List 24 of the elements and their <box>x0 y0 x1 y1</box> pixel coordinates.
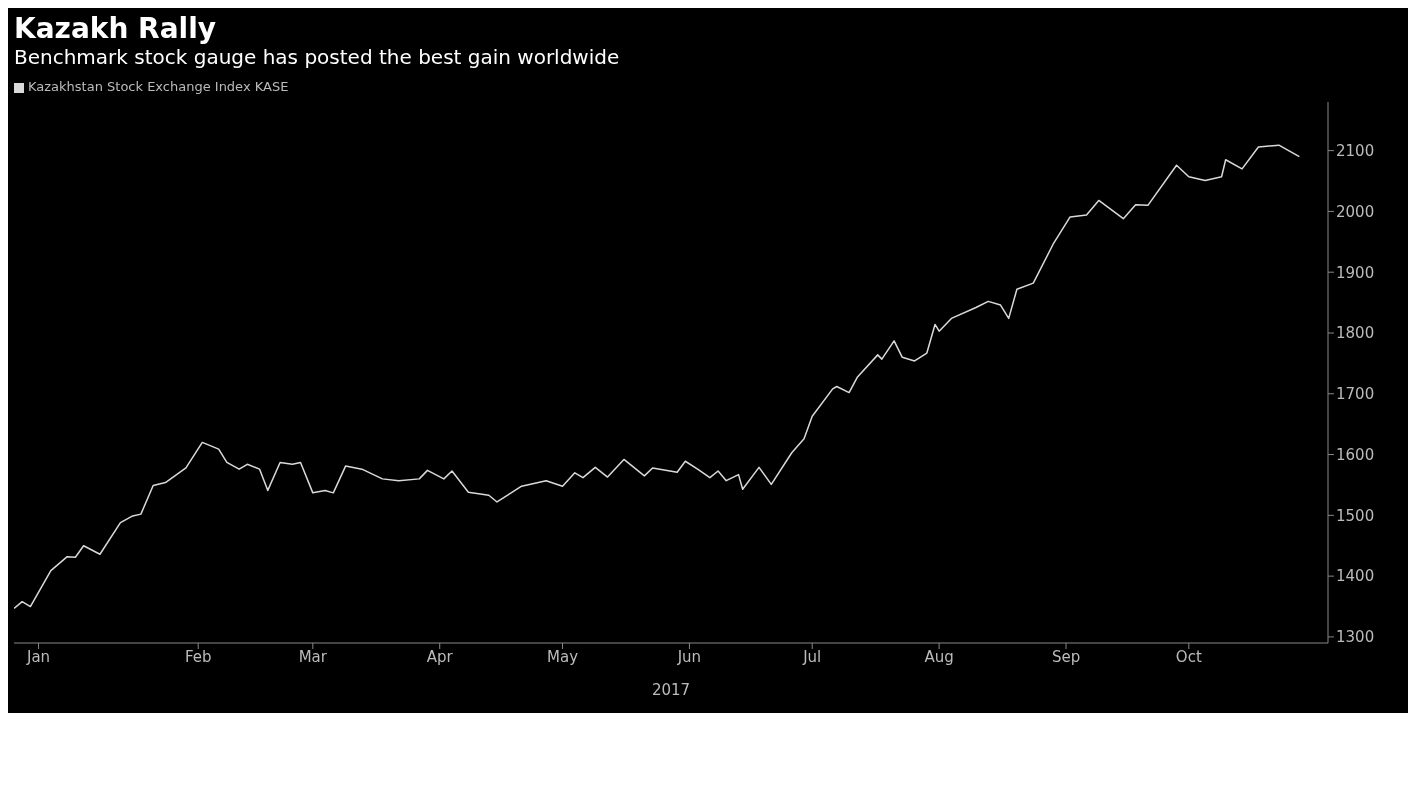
y-tick-label: 2100 <box>1336 141 1375 160</box>
y-tick-label: 1800 <box>1336 324 1375 343</box>
chart-title: Kazakh Rally <box>13 12 217 45</box>
x-axis-title: 2017 <box>651 681 691 699</box>
y-tick-label: 1600 <box>1336 445 1375 464</box>
y-tick-label: 1300 <box>1336 628 1375 647</box>
y-tick-label: 1400 <box>1336 567 1375 586</box>
chart-subtitle: Benchmark stock gauge has posted the best gain worldwide <box>13 45 621 69</box>
x-tick-label: Oct <box>1175 647 1202 666</box>
y-tick-label: 1700 <box>1336 385 1375 404</box>
line-series <box>14 144 1301 610</box>
legend-label: Kazakhstan Stock Exchange Index KASE <box>28 79 289 94</box>
y-tick-label: 1900 <box>1336 263 1375 282</box>
y-tick-label: 2000 <box>1336 202 1375 221</box>
x-tick-label: Sep <box>1051 647 1081 666</box>
y-tick-label: 1500 <box>1336 506 1375 525</box>
x-tick-label: Jan <box>26 647 51 666</box>
x-tick-label: Jul <box>802 647 822 666</box>
x-tick-label: Mar <box>298 647 328 666</box>
x-tick-label: Apr <box>426 647 454 666</box>
x-tick-label: May <box>547 647 579 666</box>
x-tick-label: Feb <box>184 647 212 666</box>
x-tick-label: Aug <box>924 647 954 666</box>
x-tick-label: Jun <box>676 647 702 666</box>
